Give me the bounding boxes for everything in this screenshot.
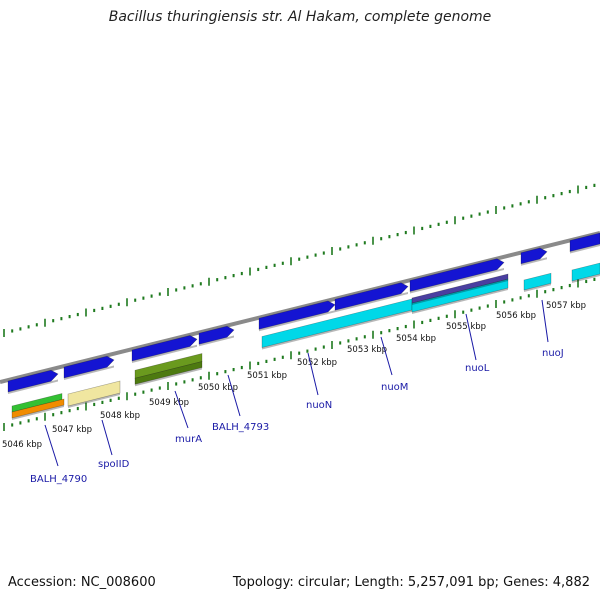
gene-arrow [409, 258, 505, 292]
gene-label: nuoJ [542, 348, 564, 359]
gene-arrow-shadow [259, 310, 335, 332]
gene-arrow-shadow [570, 244, 600, 254]
gene-band-purple-shadow [412, 279, 508, 305]
kbp-label: 5047 kbp [52, 425, 92, 435]
gene-arrow-shadow [199, 335, 234, 347]
topology-label: Topology: circular; Length: 5,257,091 bp… [232, 575, 590, 590]
kbp-label: 5051 kbp [247, 371, 287, 381]
gene-arrow [131, 335, 198, 362]
label-leader-line [101, 419, 113, 456]
label-leader-line [44, 424, 59, 467]
gene-label: BALH_4793 [212, 422, 269, 433]
outer-tick-track [3, 183, 596, 337]
gene-features [7, 232, 600, 420]
kbp-label: 5052 kbp [297, 358, 337, 368]
gene-band-cyan-shadow [524, 283, 551, 292]
kbp-label: 5048 kbp [100, 411, 140, 421]
gene-arrow-shadow [335, 292, 408, 313]
gene-arrow-shadow [132, 344, 197, 363]
gene-label: murA [175, 434, 202, 445]
gene-band-orange-shadow [12, 405, 64, 420]
gene-arrow-shadow [8, 379, 58, 394]
label-leader-line [174, 390, 189, 429]
gene-band-purple [411, 273, 509, 304]
gene-arrow [198, 325, 235, 345]
feature-labels: 5046 kbp 5047 kbp 5048 kbp 5049 kbp 5050 kbp… [2, 299, 586, 485]
gene-band-yellow [67, 380, 121, 407]
label-leader-line [380, 336, 393, 376]
label-leader-line [307, 352, 319, 396]
label-leader-line [227, 374, 241, 417]
accession-label: Accession: NC_008600 [8, 575, 156, 590]
gene-band-yellow-shadow [68, 393, 120, 408]
gene-arrow [520, 247, 548, 265]
gene-band-cyan [523, 272, 552, 291]
kbp-label: 5046 kbp [2, 440, 42, 450]
gene-label: nuoN [306, 400, 332, 411]
kbp-label: 5057 kbp [546, 301, 586, 311]
gene-band-orange [11, 398, 65, 419]
gene-band-cyan [571, 262, 600, 282]
gene-arrow-shadow [521, 257, 547, 266]
gene-band-cyan-shadow [572, 274, 600, 283]
gene-arrow [258, 300, 336, 330]
gene-arrow-shadow [410, 268, 504, 294]
gene-arrow-shadow [64, 365, 114, 380]
gene-band-cyan-shadow [262, 310, 412, 350]
kbp-label: 5056 kbp [496, 311, 536, 321]
kbp-label: 5053 kbp [347, 345, 387, 355]
kbp-label: 5055 kbp [446, 322, 486, 332]
kbp-label: 5054 kbp [396, 334, 436, 344]
gene-label: spoIID [98, 459, 130, 470]
gene-label: nuoM [381, 382, 408, 393]
label-leader-line [541, 299, 549, 343]
gene-arrow [7, 369, 59, 393]
gene-label: BALH_4790 [30, 474, 87, 485]
gene-band-olive-dark [134, 361, 203, 385]
gene-arrow [334, 282, 409, 311]
gene-band-olive-dark-shadow [135, 367, 202, 387]
gene-arrow [569, 232, 600, 252]
gene-band-cyan-shadow [412, 288, 508, 314]
map-title: Bacillus thuringiensis str. Al Hakam, co… [108, 9, 492, 25]
label-leader-line [465, 313, 477, 361]
kbp-label: 5050 kbp [198, 383, 238, 393]
inner-tick-track [3, 277, 596, 431]
kbp-label: 5049 kbp [149, 398, 189, 408]
genome-backbone [0, 231, 600, 384]
gene-label: nuoL [465, 363, 490, 374]
gene-arrow [63, 355, 115, 379]
